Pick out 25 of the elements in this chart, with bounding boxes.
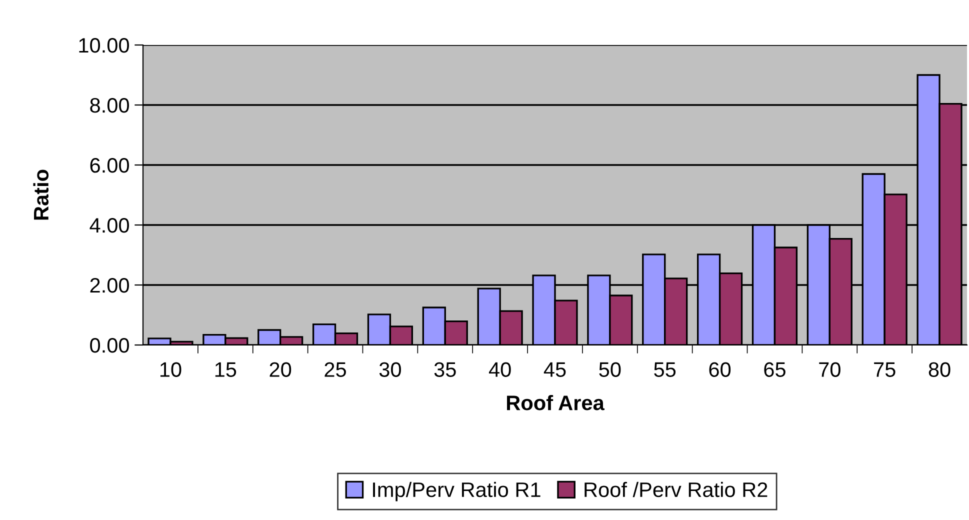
y-tick-label: 0.00 <box>90 338 129 353</box>
x-tick-label: 40 <box>488 362 511 377</box>
legend-label: Roof /Perv Ratio R2 <box>584 482 768 498</box>
x-tick-label: 20 <box>270 362 292 377</box>
legend-label: Imp/Perv Ratio R1 <box>373 482 540 502</box>
y-tick-label: 4.00 <box>90 218 129 233</box>
x-tick-label: 10 <box>160 362 182 377</box>
y-axis-title: Ratio <box>33 170 49 220</box>
x-tick-label: 25 <box>324 362 346 377</box>
x-tick-label: 65 <box>764 362 786 377</box>
y-tick-label: 6.00 <box>90 158 129 173</box>
x-tick-label: 55 <box>654 362 676 377</box>
x-tick-label: 30 <box>379 362 401 377</box>
x-tick-label: 80 <box>928 362 950 377</box>
x-tick-label: 15 <box>215 362 236 377</box>
x-tick-label: 35 <box>434 362 456 377</box>
x-tick-label: 50 <box>599 362 621 377</box>
x-tick-label: 45 <box>544 362 566 377</box>
y-tick-label: 8.00 <box>90 98 129 113</box>
x-axis-title: Roof Area <box>507 394 605 410</box>
x-tick-label: 75 <box>874 362 896 377</box>
x-tick-label: 70 <box>819 362 840 377</box>
y-tick-label: 2.00 <box>90 278 129 293</box>
y-tick-label: 10.00 <box>79 38 129 53</box>
x-tick-label: 60 <box>709 362 731 377</box>
